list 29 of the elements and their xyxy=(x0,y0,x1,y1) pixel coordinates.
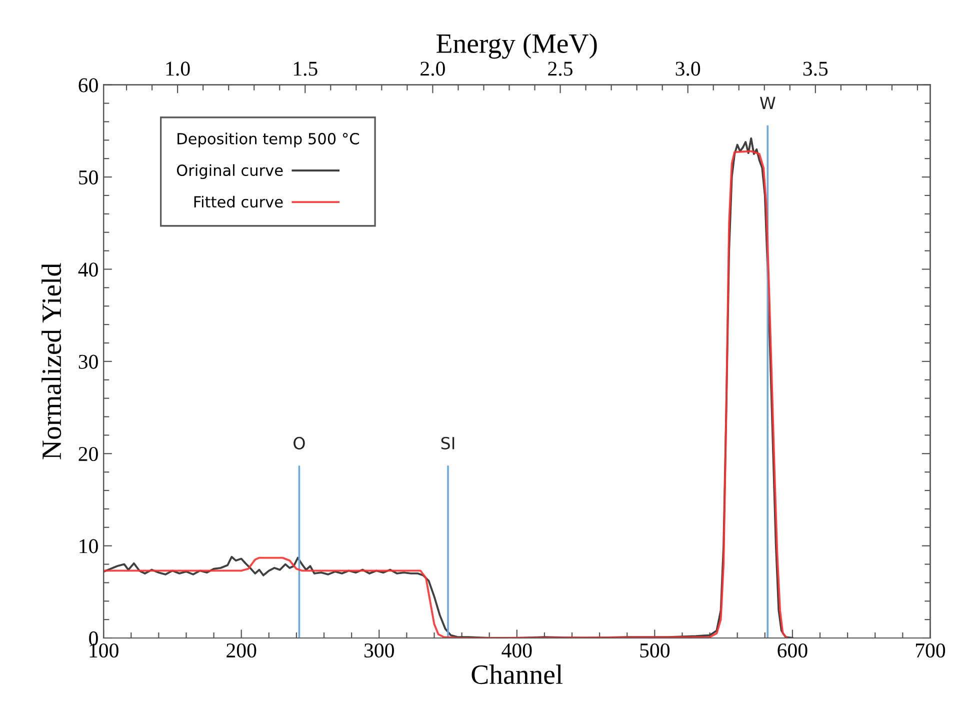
y-tick-label: 50 xyxy=(79,170,98,184)
x-axis-title: Channel xyxy=(472,664,563,684)
x2-tick-label: 1.5 xyxy=(294,62,318,76)
x2-tick-label: 3.0 xyxy=(676,62,700,76)
x2-axis-title: Energy (MeV) xyxy=(436,33,597,59)
x-tick-label: 700 xyxy=(916,643,946,658)
ref-line-label: O xyxy=(294,436,305,450)
legend-label: Original curve xyxy=(176,164,283,180)
x-tick-label: 400 xyxy=(502,643,532,658)
y-tick-label: 0 xyxy=(89,631,98,646)
legend-title: Deposition temp 500 °C xyxy=(178,132,359,148)
y-tick-label: 60 xyxy=(78,78,98,92)
x-tick-label: 500 xyxy=(640,643,670,658)
ref-line-label: SI xyxy=(441,436,454,450)
ref-line-label: W xyxy=(760,96,776,110)
x2-tick-label: 3.5 xyxy=(803,62,828,76)
y-tick-label: 10 xyxy=(80,539,98,554)
x-tick-label: 100 xyxy=(90,643,118,658)
x-tick-label: 200 xyxy=(226,643,256,658)
x-tick-label: 300 xyxy=(364,643,394,658)
legend-label: Fitted curve xyxy=(194,196,283,208)
x2-tick-label: 2.5 xyxy=(548,62,572,76)
x2-tick-label: 1.0 xyxy=(166,62,190,76)
x2-tick-label: 2.0 xyxy=(420,62,445,76)
x-tick-label: 600 xyxy=(778,643,808,658)
y-tick-label: 30 xyxy=(78,354,98,369)
y-axis-title: Normalized Yield xyxy=(42,263,62,460)
y-tick-label: 40 xyxy=(78,262,98,277)
y-tick-label: 20 xyxy=(78,446,98,462)
